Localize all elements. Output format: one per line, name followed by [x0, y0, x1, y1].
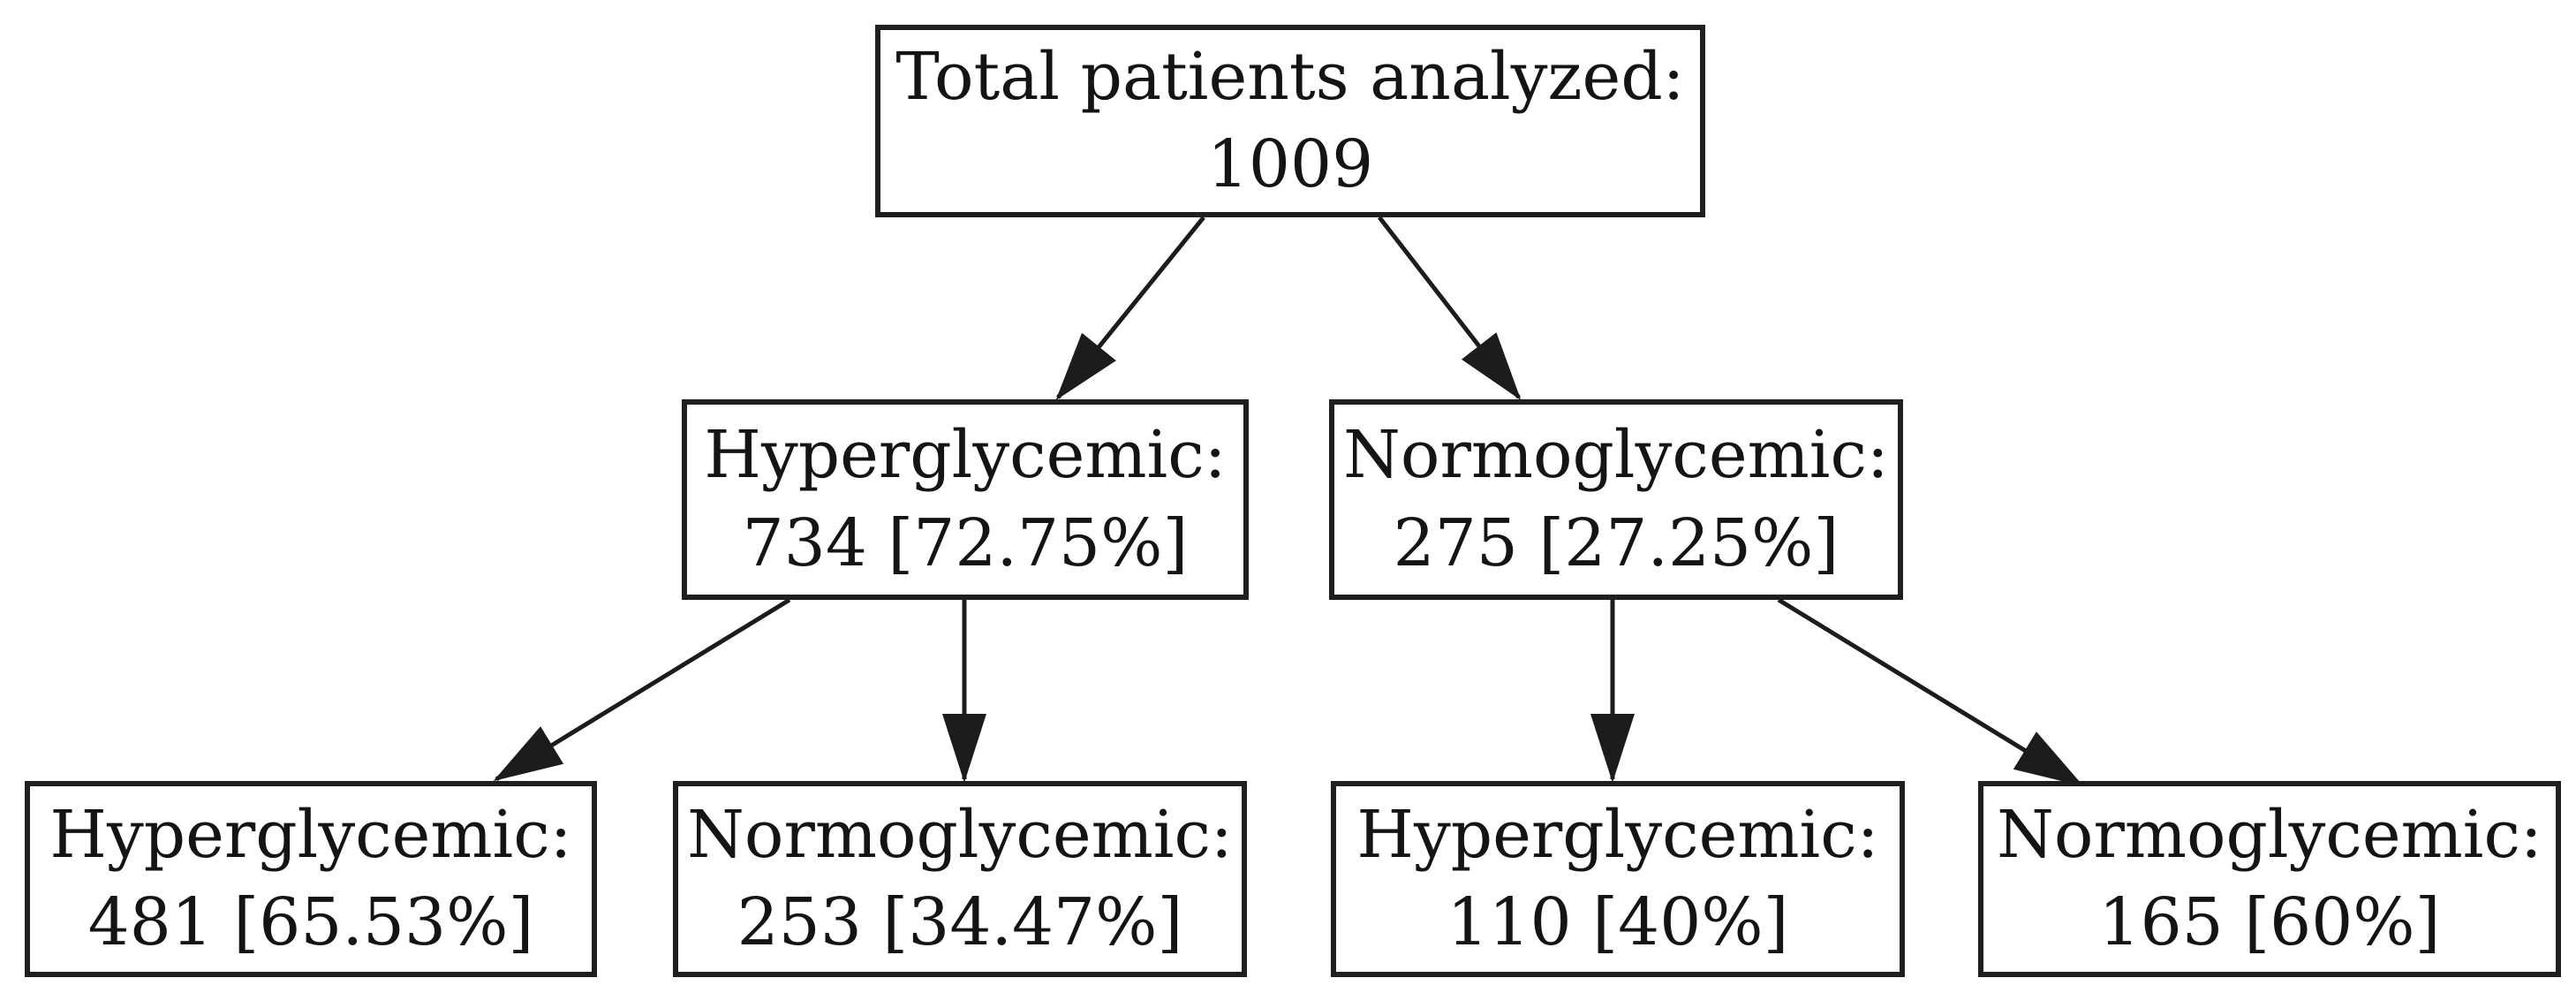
- edge-root-to-hyperglycemic: [1055, 216, 1205, 401]
- node-value: 110 [40%]: [1447, 884, 1789, 960]
- node-hyperglycemic-level1: Hyperglycemic: 734 [72.75%]: [682, 399, 1249, 600]
- edge-root-to-normoglycemic: [1378, 216, 1522, 401]
- node-value: 1009: [1206, 126, 1374, 202]
- node-label: Normoglycemic:: [1343, 417, 1889, 494]
- node-value: 481 [65.53%]: [87, 884, 534, 960]
- node-normoglycemic-level1: Normoglycemic: 275 [27.25%]: [1329, 399, 1903, 600]
- node-label: Hyperglycemic:: [704, 417, 1227, 494]
- edge-hyperglycemic-to-hyperglycemic: [493, 597, 791, 782]
- node-label: Hyperglycemic:: [1356, 796, 1879, 873]
- node-label: Normoglycemic:: [687, 796, 1233, 873]
- node-value: 253 [34.47%]: [737, 884, 1183, 960]
- node-normoglycemic-level2-left: Normoglycemic: 253 [34.47%]: [673, 781, 1247, 977]
- node-label: Normoglycemic:: [1997, 796, 2542, 873]
- node-hyperglycemic-level2-left: Hyperglycemic: 481 [65.53%]: [25, 781, 597, 977]
- node-hyperglycemic-level2-right: Hyperglycemic: 110 [40%]: [1331, 781, 1905, 977]
- node-value: 734 [72.75%]: [742, 504, 1189, 581]
- node-total-patients: Total patients analyzed: 1009: [875, 25, 1705, 217]
- edge-normoglycemic-to-normoglycemic: [1777, 597, 2084, 787]
- node-value: 165 [60%]: [2098, 884, 2441, 960]
- node-label: Total patients analyzed:: [895, 38, 1685, 115]
- node-normoglycemic-level2-right: Normoglycemic: 165 [60%]: [1978, 781, 2561, 977]
- node-label: Hyperglycemic:: [49, 796, 572, 873]
- node-value: 275 [27.25%]: [1393, 504, 1839, 581]
